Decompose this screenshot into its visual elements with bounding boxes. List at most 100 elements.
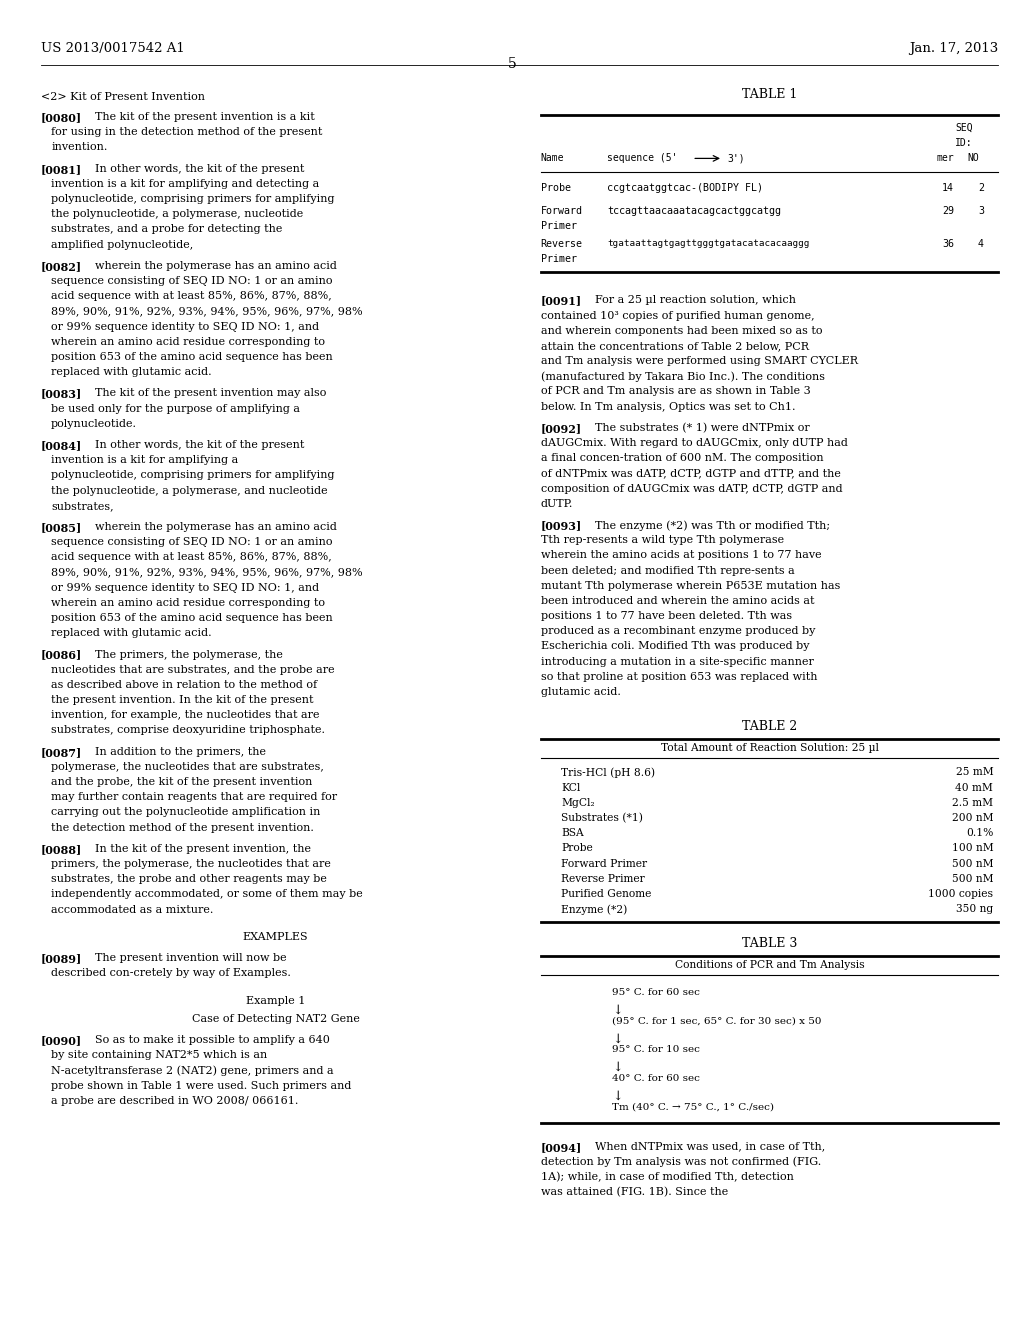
Text: and Tm analysis were performed using SMART CYCLER: and Tm analysis were performed using SMA… [541,356,858,366]
Text: The primers, the polymerase, the: The primers, the polymerase, the [95,649,283,660]
Text: The kit of the present invention may also: The kit of the present invention may als… [95,388,327,399]
Text: detection by Tm analysis was not confirmed (FIG.: detection by Tm analysis was not confirm… [541,1156,821,1167]
Text: 25 mM: 25 mM [955,767,993,777]
Text: mutant Tth polymerase wherein P653E mutation has: mutant Tth polymerase wherein P653E muta… [541,581,840,591]
Text: ↓: ↓ [612,1090,623,1104]
Text: invention.: invention. [51,143,108,153]
Text: Purified Genome: Purified Genome [561,888,651,899]
Text: The enzyme (*2) was Tth or modified Tth;: The enzyme (*2) was Tth or modified Tth; [595,520,830,531]
Text: may further contain reagents that are required for: may further contain reagents that are re… [51,792,337,803]
Text: [0088]: [0088] [41,843,82,855]
Text: tccagttaacaaatacagcactggcatgg: tccagttaacaaatacagcactggcatgg [607,206,781,215]
Text: for using in the detection method of the present: for using in the detection method of the… [51,127,323,137]
Text: below. In Tm analysis, Optics was set to Ch1.: below. In Tm analysis, Optics was set to… [541,401,796,412]
Text: Reverse Primer: Reverse Primer [561,874,645,883]
Text: (95° C. for 1 sec, 65° C. for 30 sec) x 50: (95° C. for 1 sec, 65° C. for 30 sec) x … [612,1016,822,1026]
Text: [0082]: [0082] [41,261,82,272]
Text: been introduced and wherein the amino acids at: been introduced and wherein the amino ac… [541,595,814,606]
Text: described con-cretely by way of Examples.: described con-cretely by way of Examples… [51,969,291,978]
Text: and the probe, the kit of the present invention: and the probe, the kit of the present in… [51,777,312,787]
Text: position 653 of the amino acid sequence has been: position 653 of the amino acid sequence … [51,612,333,623]
Text: The present invention will now be: The present invention will now be [95,953,287,964]
Text: nucleotides that are substrates, and the probe are: nucleotides that are substrates, and the… [51,665,335,675]
Text: [0086]: [0086] [41,649,82,660]
Text: [0089]: [0089] [41,953,82,964]
Text: substrates, and a probe for detecting the: substrates, and a probe for detecting th… [51,224,283,235]
Text: 3'): 3') [727,153,744,164]
Text: 40 mM: 40 mM [955,783,993,792]
Text: wherein the polymerase has an amino acid: wherein the polymerase has an amino acid [95,521,337,532]
Text: Reverse: Reverse [541,239,583,249]
Text: N-acetyltransferase 2 (NAT2) gene, primers and a: N-acetyltransferase 2 (NAT2) gene, prime… [51,1065,334,1076]
Text: substrates, the probe and other reagents may be: substrates, the probe and other reagents… [51,874,327,884]
Text: SEQ: SEQ [955,123,973,133]
Text: In other words, the kit of the present: In other words, the kit of the present [95,164,304,174]
Text: [0094]: [0094] [541,1142,582,1152]
Text: [0084]: [0084] [41,440,82,451]
Text: mer: mer [937,153,954,164]
Text: sequence consisting of SEQ ID NO: 1 or an amino: sequence consisting of SEQ ID NO: 1 or a… [51,537,333,548]
Text: wherein an amino acid residue corresponding to: wherein an amino acid residue correspond… [51,598,326,609]
Text: produced as a recombinant enzyme produced by: produced as a recombinant enzyme produce… [541,626,815,636]
Text: 4: 4 [978,239,984,249]
Text: In the kit of the present invention, the: In the kit of the present invention, the [95,843,311,854]
Text: replaced with glutamic acid.: replaced with glutamic acid. [51,367,212,378]
Text: the polynucleotide, a polymerase, nucleotide: the polynucleotide, a polymerase, nucleo… [51,210,303,219]
Text: TABLE 2: TABLE 2 [742,721,797,734]
Text: [0080]: [0080] [41,112,82,123]
Text: carrying out the polynucleotide amplification in: carrying out the polynucleotide amplific… [51,808,321,817]
Text: the present invention. In the kit of the present: the present invention. In the kit of the… [51,696,313,705]
Text: TABLE 1: TABLE 1 [741,88,798,102]
Text: 14: 14 [942,182,954,193]
Text: For a 25 µl reaction solution, which: For a 25 µl reaction solution, which [595,296,796,305]
Text: substrates,: substrates, [51,500,114,511]
Text: independently accommodated, or some of them may be: independently accommodated, or some of t… [51,890,362,899]
Text: tgataattagtgagttgggtgatacatacacaaggg: tgataattagtgagttgggtgatacatacacaaggg [607,239,810,248]
Text: Probe: Probe [561,843,593,853]
Text: 1A); while, in case of modified Tth, detection: 1A); while, in case of modified Tth, det… [541,1172,794,1183]
Text: [0093]: [0093] [541,520,582,531]
Text: 350 ng: 350 ng [956,904,993,913]
Text: 95° C. for 60 sec: 95° C. for 60 sec [612,987,700,997]
Text: 1000 copies: 1000 copies [929,888,993,899]
Text: attain the concentrations of Table 2 below, PCR: attain the concentrations of Table 2 bel… [541,341,809,351]
Text: 200 nM: 200 nM [951,813,993,822]
Text: Case of Detecting NAT2 Gene: Case of Detecting NAT2 Gene [191,1014,359,1024]
Text: The substrates (* 1) were dNTPmix or: The substrates (* 1) were dNTPmix or [595,422,810,433]
Text: polymerase, the nucleotides that are substrates,: polymerase, the nucleotides that are sub… [51,762,324,772]
Text: When dNTPmix was used, in case of Tth,: When dNTPmix was used, in case of Tth, [595,1142,825,1151]
Text: [0081]: [0081] [41,164,82,174]
Text: by site containing NAT2*5 which is an: by site containing NAT2*5 which is an [51,1051,267,1060]
Text: or 99% sequence identity to SEQ ID NO: 1, and: or 99% sequence identity to SEQ ID NO: 1… [51,582,319,593]
Text: ↓: ↓ [612,1032,623,1045]
Text: and wherein components had been mixed so as to: and wherein components had been mixed so… [541,326,822,335]
Text: invention is a kit for amplifying a: invention is a kit for amplifying a [51,455,239,465]
Text: substrates, comprise deoxyuridine triphosphate.: substrates, comprise deoxyuridine tripho… [51,726,326,735]
Text: MgCl₂: MgCl₂ [561,797,595,808]
Text: the detection method of the present invention.: the detection method of the present inve… [51,822,314,833]
Text: ccgtcaatggtcac-(BODIPY FL): ccgtcaatggtcac-(BODIPY FL) [607,182,763,193]
Text: 3: 3 [978,206,984,215]
Text: (manufactured by Takara Bio Inc.). The conditions: (manufactured by Takara Bio Inc.). The c… [541,371,824,381]
Text: Probe: Probe [541,182,570,193]
Text: Forward Primer: Forward Primer [561,858,647,869]
Text: NO: NO [968,153,979,164]
Text: as described above in relation to the method of: as described above in relation to the me… [51,680,317,690]
Text: polynucleotide, comprising primers for amplifying: polynucleotide, comprising primers for a… [51,194,335,205]
Text: dUTP.: dUTP. [541,499,573,508]
Text: [0083]: [0083] [41,388,82,400]
Text: Example 1: Example 1 [246,995,305,1006]
Text: 0.1%: 0.1% [966,828,993,838]
Text: 2: 2 [978,182,984,193]
Text: 29: 29 [942,206,954,215]
Text: <2> Kit of Present Invention: <2> Kit of Present Invention [41,92,205,103]
Text: 5: 5 [508,57,516,71]
Text: Substrates (*1): Substrates (*1) [561,813,643,824]
Text: of dNTPmix was dATP, dCTP, dGTP and dTTP, and the: of dNTPmix was dATP, dCTP, dGTP and dTTP… [541,469,841,478]
Text: position 653 of the amino acid sequence has been: position 653 of the amino acid sequence … [51,352,333,362]
Text: Enzyme (*2): Enzyme (*2) [561,904,628,915]
Text: ↓: ↓ [612,1061,623,1074]
Text: Name: Name [541,153,564,164]
Text: BSA: BSA [561,828,584,838]
Text: Tm (40° C. → 75° C., 1° C./sec): Tm (40° C. → 75° C., 1° C./sec) [612,1104,774,1111]
